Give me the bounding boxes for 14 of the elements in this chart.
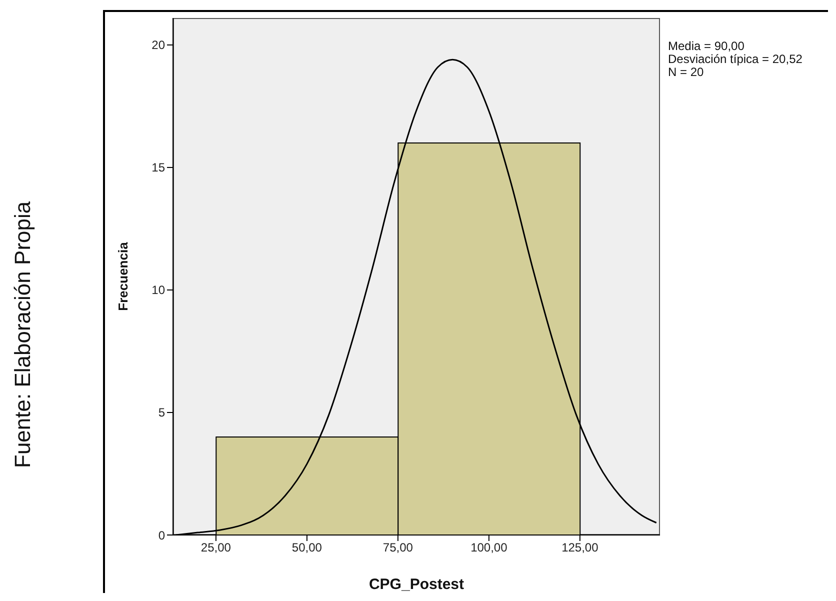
- y-tick-label: 15: [152, 160, 166, 175]
- x-tick-label: 50,00: [292, 540, 322, 555]
- y-tick-label: 0: [158, 528, 166, 542]
- y-axis-title: Frecuencia: [116, 241, 131, 311]
- x-tick-label: 100,00: [470, 540, 508, 555]
- y-tick-label: 10: [152, 283, 166, 298]
- source-note: Fuente: Elaboración Propia: [10, 201, 36, 468]
- y-tick-label: 20: [152, 38, 166, 52]
- text: Media = 90,00 Desviación típica = 20,52 N = 20: [668, 39, 802, 79]
- x-tick-label: 75,00: [382, 540, 414, 555]
- x-tick-label: 25,00: [200, 540, 232, 555]
- y-tick-label: 5: [158, 406, 166, 420]
- x-axis-title: CPG_Postest: [368, 576, 464, 593]
- x-tick-label: 125,00: [562, 540, 599, 555]
